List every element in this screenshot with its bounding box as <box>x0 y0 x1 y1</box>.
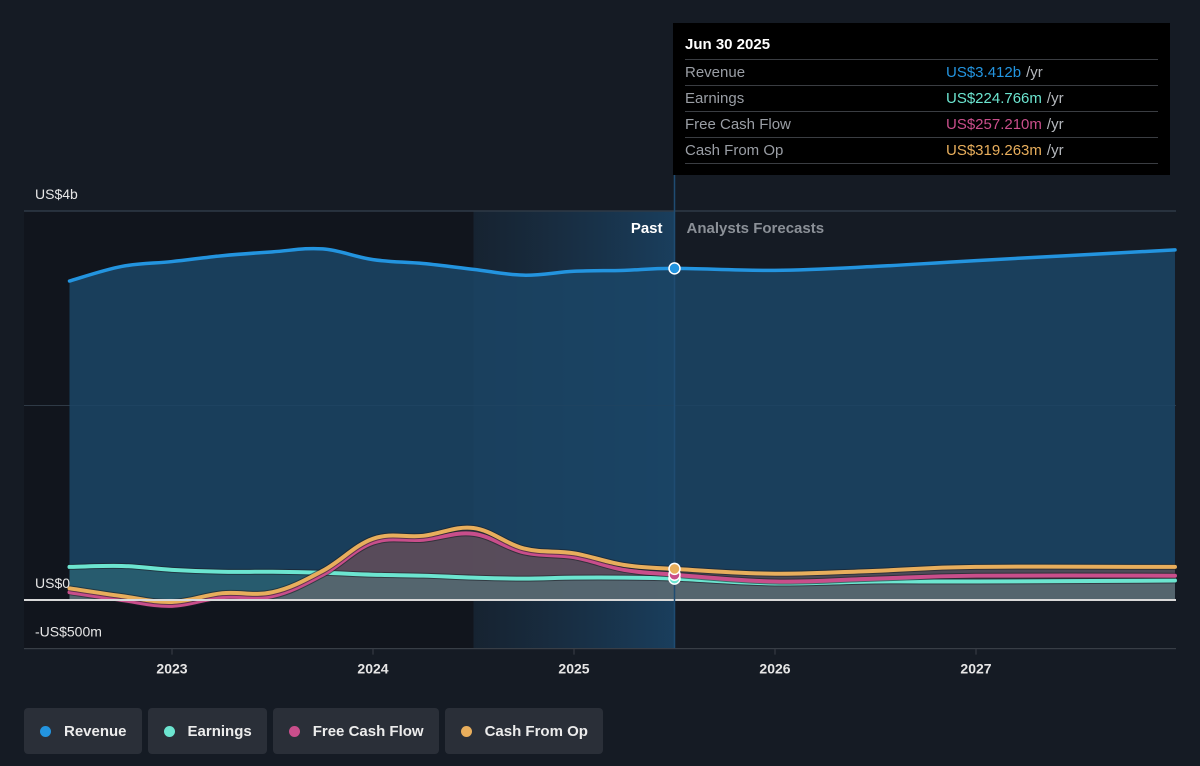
earnings-point <box>420 573 426 579</box>
tooltip-value: US$319.263m <box>946 142 1042 159</box>
earnings-point <box>169 567 175 573</box>
tooltip-value: US$257.210m <box>946 116 1042 133</box>
tooltip-label: Cash From Op <box>685 142 784 159</box>
revenue-marker[interactable] <box>668 262 681 275</box>
revenue-point <box>270 249 276 255</box>
x-tick-label: 2024 <box>357 661 388 677</box>
cash-from-op-point <box>420 533 426 539</box>
cash-from-op-point <box>219 590 225 596</box>
legend-dot-icon <box>40 725 51 737</box>
cash-from-op-point <box>320 568 326 574</box>
revenue-point <box>66 278 72 284</box>
earnings-point <box>66 564 72 570</box>
legend: Revenue Earnings Free Cash Flow Cash Fro… <box>24 708 603 754</box>
earnings-point <box>973 579 979 585</box>
cash-from-op-point <box>873 568 879 574</box>
y-axis-label: US$4b <box>35 186 78 202</box>
revenue-point <box>420 261 426 267</box>
chart: US$4b US$0 -US$500m 2023 2024 2025 2026 2027 P… <box>24 175 1178 677</box>
legend-item-earnings[interactable]: Earnings <box>147 708 267 754</box>
cash-from-op-point <box>521 545 527 551</box>
legend-label: Revenue <box>64 722 127 740</box>
tooltip-value: US$3.412b <box>946 64 1022 81</box>
cash-from-op-point <box>471 525 477 531</box>
revenue-point <box>320 246 326 252</box>
tooltip-value: US$224.766m <box>946 90 1042 107</box>
legend-label: Earnings <box>187 722 252 740</box>
cash-from-op-point <box>973 564 979 570</box>
earnings-point <box>270 569 276 575</box>
earnings-point <box>521 576 527 582</box>
earnings-point <box>571 575 577 581</box>
y-axis-label: US$0 <box>35 575 70 591</box>
revenue-point <box>772 267 778 273</box>
earnings-point <box>119 563 125 569</box>
tooltip-date: Jun 30 2025 <box>685 35 1158 60</box>
x-tick-label: 2025 <box>558 661 589 677</box>
legend-dot-icon <box>163 725 175 737</box>
revenue-point <box>521 272 527 278</box>
cash-from-op-point <box>772 571 778 577</box>
tooltip-unit: /yr <box>1046 90 1064 107</box>
free-cash-flow-point <box>1172 573 1178 579</box>
cash-from-op-point <box>621 562 627 568</box>
revenue-point <box>973 258 979 264</box>
cash-from-op-line <box>67 525 1177 604</box>
cash-from-op-point <box>370 536 376 542</box>
free-cash-flow-line <box>67 531 1177 608</box>
free-cash-flow-point <box>772 579 778 585</box>
legend-dot-icon <box>460 725 472 737</box>
free-cash-flow-point <box>471 531 477 537</box>
revenue-point <box>119 263 125 269</box>
forecast-label: Analysts Forecasts <box>687 220 825 237</box>
legend-dot-icon <box>288 725 300 737</box>
earnings-point <box>219 569 225 575</box>
legend-item-revenue[interactable]: Revenue <box>24 708 142 754</box>
tooltip: Jun 30 2025 Revenue US$3.412b /yr Earnin… <box>673 23 1170 175</box>
revenue-line <box>67 246 1177 283</box>
legend-item-cash-from-op[interactable]: Cash From Op <box>444 708 603 754</box>
tooltip-row-free-cash-flow: Free Cash Flow US$257.210m /yr <box>685 112 1158 138</box>
tooltip-row-earnings: Earnings US$224.766m /yr <box>685 86 1158 112</box>
tooltip-label: Earnings <box>685 90 745 107</box>
free-cash-flow-point <box>973 573 979 579</box>
revenue-point <box>873 263 879 269</box>
cash-from-op-point <box>1172 564 1178 570</box>
x-tick-label: 2027 <box>960 661 991 677</box>
past-label: Past <box>631 220 663 237</box>
cash-from-op-point <box>571 550 577 556</box>
cash-from-op-point <box>270 589 276 595</box>
tooltip-row-cash-from-op: Cash From Op US$319.263m /yr <box>685 138 1158 164</box>
y-axis-label: -US$500m <box>35 624 102 640</box>
x-tick-label: 2023 <box>156 661 187 677</box>
tooltip-unit: /yr <box>1026 64 1043 81</box>
revenue-point <box>471 266 477 272</box>
revenue-point <box>169 259 175 265</box>
revenue-area <box>69 248 1175 601</box>
revenue-point <box>370 257 376 263</box>
earnings-point <box>621 575 627 581</box>
tooltip-label: Free Cash Flow <box>685 116 791 133</box>
tooltip-label: Revenue <box>685 64 746 81</box>
revenue-point <box>1172 247 1178 253</box>
legend-label: Cash From Op <box>484 722 588 740</box>
x-tick-label: 2026 <box>759 661 790 677</box>
legend-label: Free Cash Flow <box>312 722 424 740</box>
revenue-point <box>571 268 577 274</box>
tooltip-row-revenue: Revenue US$3.412b /yr <box>685 60 1158 86</box>
earnings-point <box>370 572 376 578</box>
earnings-point <box>471 575 477 581</box>
tooltip-unit: /yr <box>1046 142 1064 159</box>
legend-item-free-cash-flow[interactable]: Free Cash Flow <box>272 708 439 754</box>
revenue-point <box>621 267 627 273</box>
revenue-point <box>219 253 225 259</box>
free-cash-flow-point <box>873 576 879 582</box>
cash-from-op-point <box>119 593 125 599</box>
tooltip-unit: /yr <box>1046 116 1064 133</box>
cash-from-op-marker[interactable] <box>668 562 681 576</box>
